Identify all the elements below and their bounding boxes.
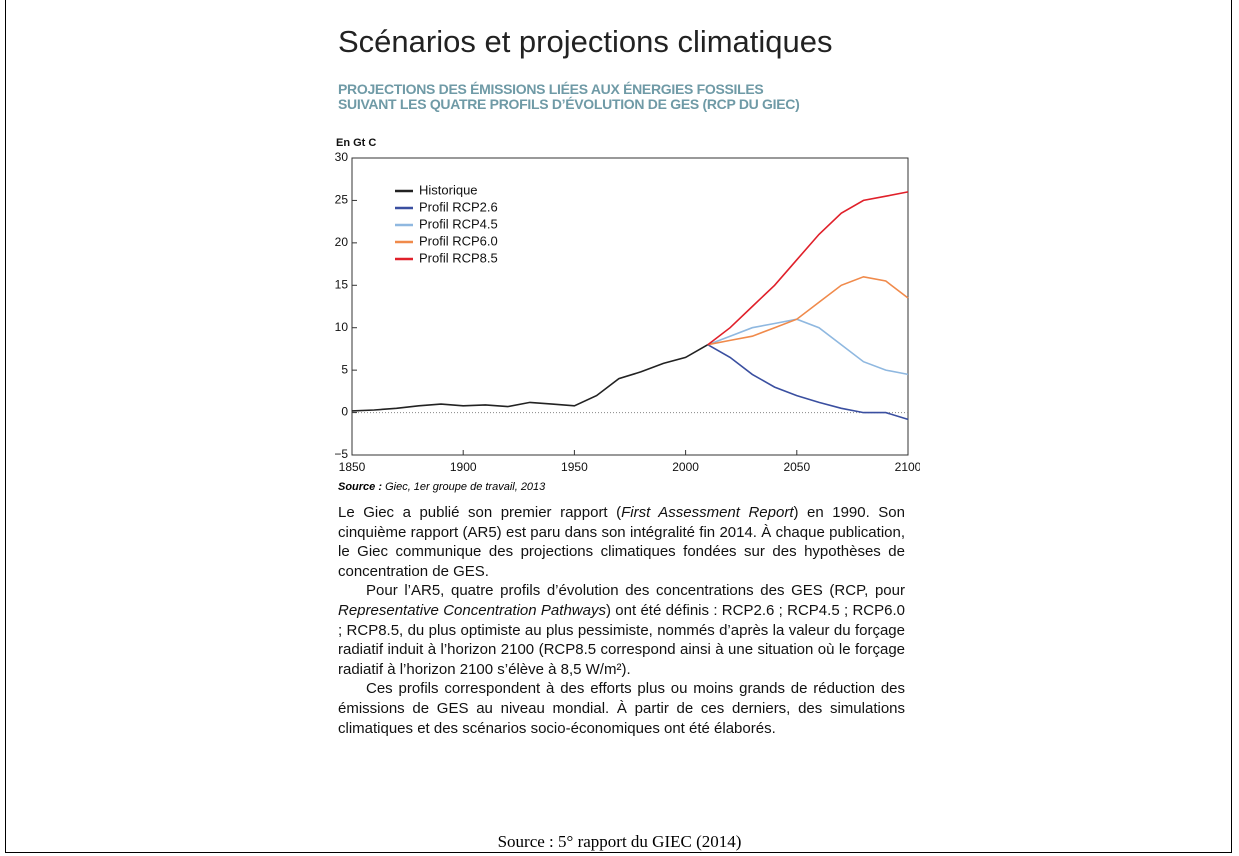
series-line bbox=[707, 275, 909, 346]
chart: En Gt C −5 0 5 10 15 20 25 30 1850 1900 1950 2000 20… bbox=[334, 137, 920, 474]
y-tick-label: 5 bbox=[341, 362, 348, 376]
x-tick-label: 1850 bbox=[339, 460, 366, 474]
body-text: Le Giec a publié son premier rapport (Fi… bbox=[338, 503, 905, 738]
subtitle: PROJECTIONS DES ÉMISSIONS LIÉES AUX ÉNER… bbox=[338, 81, 800, 112]
legend-label: Profil RCP6.0 bbox=[419, 233, 498, 248]
x-tick-label: 2000 bbox=[672, 460, 699, 474]
frame bbox=[5, 0, 1232, 853]
x-tick-label: 2100 bbox=[895, 460, 920, 474]
text-run: Le Giec a publié son premier rapport ( bbox=[338, 504, 622, 521]
series-line bbox=[707, 344, 909, 421]
source-text: Giec, 1er groupe de travail, 2013 bbox=[385, 481, 546, 493]
series-line bbox=[351, 344, 709, 412]
subtitle-line: PROJECTIONS DES ÉMISSIONS LIÉES AUX ÉNER… bbox=[338, 81, 764, 97]
title: Scénarios et projections climatiques bbox=[338, 24, 833, 59]
y-tick-label: 10 bbox=[335, 320, 349, 334]
paragraph: Ces profils correspondent à des efforts … bbox=[338, 679, 905, 738]
text-run: First Assessment Report bbox=[621, 504, 794, 521]
series-line bbox=[707, 191, 909, 346]
series-line bbox=[707, 318, 909, 376]
y-tick-label: 30 bbox=[335, 150, 349, 164]
y-tick-label: 0 bbox=[341, 405, 348, 419]
paragraph: Le Giec a publié son premier rapport (Fi… bbox=[338, 503, 905, 581]
legend-label: Profil RCP4.5 bbox=[419, 216, 498, 231]
x-tick-label: 2050 bbox=[783, 460, 810, 474]
text-run: ) ont été définis : RCP2.6 ; RCP4.5 ; RC… bbox=[338, 601, 905, 678]
y-axis-label: En Gt C bbox=[336, 137, 376, 149]
footer: Source : 5° rapport du GIEC (2014) bbox=[497, 832, 742, 851]
text-run: Representative Concentration Pathways bbox=[338, 601, 606, 619]
subtitle-line: SUIVANT LES QUATRE PROFILS D’ÉVOLUTION D… bbox=[338, 96, 800, 112]
y-tick-label: 25 bbox=[335, 193, 349, 207]
text-run: ) en 1990. Son cinquième rapport (AR5) e… bbox=[338, 504, 905, 580]
chart-source: Source : Giec, 1er groupe de travail, 20… bbox=[338, 481, 545, 493]
legend-label: Profil RCP2.6 bbox=[419, 199, 498, 214]
paragraph: Pour l’AR5, quatre profils d’évolution d… bbox=[338, 581, 905, 679]
legend-label: Profil RCP8.5 bbox=[419, 250, 498, 265]
y-tick-label: 20 bbox=[335, 235, 349, 249]
legend-label: Historique bbox=[419, 182, 478, 197]
y-tick-label: −5 bbox=[334, 447, 348, 461]
plot-frame bbox=[351, 157, 909, 456]
text-run: Pour l’AR5, quatre profils d’évolution d… bbox=[366, 582, 905, 600]
text-run: Ces profils correspondent à des efforts … bbox=[338, 680, 905, 737]
x-tick-label: 1900 bbox=[450, 460, 477, 474]
x-tick-label: 1950 bbox=[561, 460, 588, 474]
source-label: Source : bbox=[338, 481, 383, 493]
y-tick-label: 15 bbox=[335, 277, 349, 291]
